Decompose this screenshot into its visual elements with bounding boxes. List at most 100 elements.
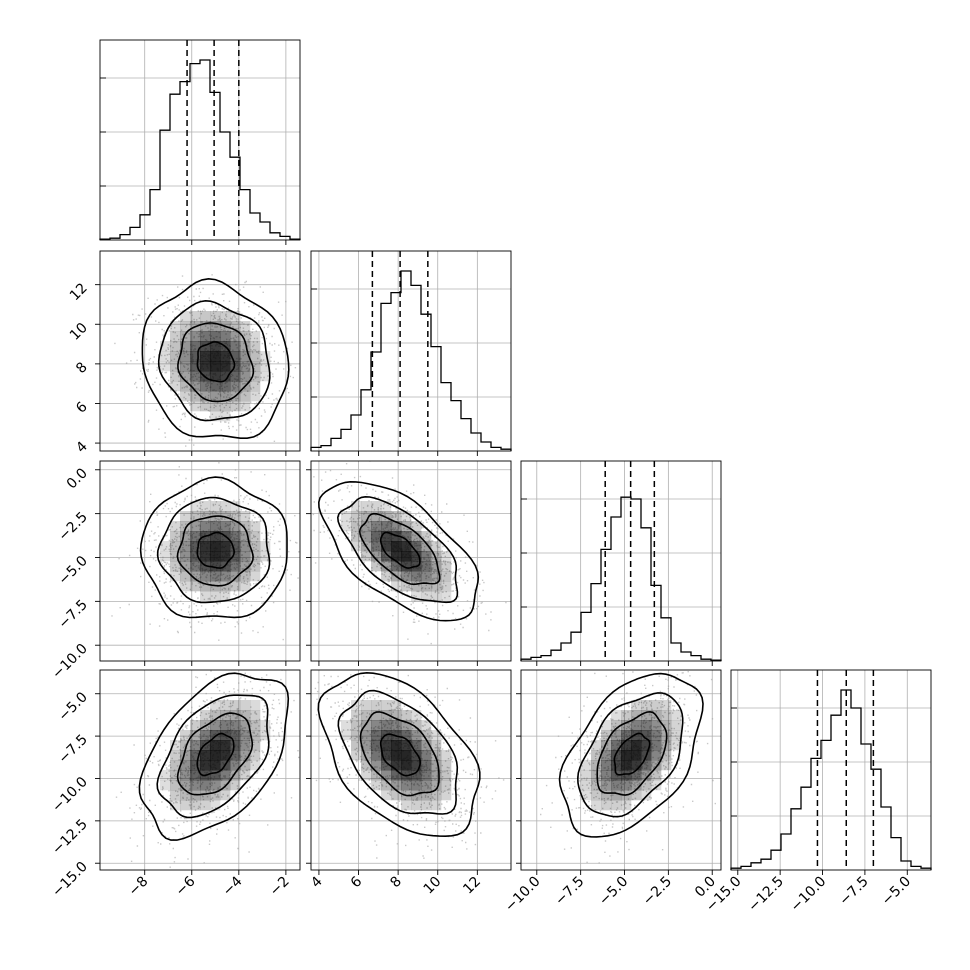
density-bin — [170, 541, 181, 552]
density-bin — [210, 381, 221, 392]
density-bin — [170, 561, 181, 572]
density-bin — [381, 511, 392, 522]
panel-frame — [520, 669, 722, 871]
y-tick-label: 4 — [73, 439, 91, 457]
density-bin — [210, 321, 221, 332]
density-bin — [180, 511, 191, 522]
density-bin — [651, 700, 662, 711]
y-tick-label: 8 — [73, 359, 91, 377]
panel-frame — [310, 460, 512, 662]
density-bin — [411, 591, 422, 602]
density-bin — [381, 561, 392, 572]
density-bin — [220, 710, 231, 721]
density-bin — [401, 581, 412, 592]
density-bin — [381, 710, 392, 721]
density-bin — [391, 760, 402, 771]
density-bin — [260, 730, 271, 741]
density-bin — [170, 571, 181, 582]
density-bin — [641, 730, 652, 741]
x-tick-label: 8 — [387, 874, 405, 892]
density-bin — [180, 561, 191, 572]
density-bin — [250, 521, 261, 532]
density-bin — [351, 521, 362, 532]
x-tick-label: −10.0 — [788, 874, 830, 916]
density-bin — [601, 780, 612, 791]
density-bin — [240, 770, 251, 781]
density-bin — [611, 710, 622, 721]
density-bin — [180, 541, 191, 552]
density-bin — [401, 720, 412, 731]
density-bin — [441, 581, 452, 592]
density-bin — [230, 371, 241, 382]
density-bin — [230, 581, 241, 592]
density-bin — [591, 760, 602, 771]
density-bin — [361, 710, 372, 721]
density-bin — [240, 700, 251, 711]
density-bin — [250, 710, 261, 721]
density-bin — [220, 740, 231, 751]
density-bin — [170, 361, 181, 372]
density-bin — [411, 581, 422, 592]
density-bin — [341, 720, 352, 731]
density-bin — [441, 591, 452, 602]
density-bin — [341, 511, 352, 522]
density-bin — [411, 760, 422, 771]
density-bin — [220, 750, 231, 761]
density-bin — [381, 740, 392, 751]
density-bin — [371, 531, 382, 542]
density-bin — [260, 551, 271, 562]
density-bin — [190, 551, 201, 562]
density-bin — [381, 790, 392, 801]
density-bin — [431, 750, 442, 761]
contour-line — [176, 712, 253, 796]
density-bin — [180, 581, 191, 592]
contour-line — [157, 299, 271, 422]
density-bin — [250, 391, 261, 402]
contour-line — [379, 531, 421, 569]
density-bin — [180, 351, 191, 362]
density-bin — [210, 710, 221, 721]
density-bin — [371, 700, 382, 711]
density-bin — [381, 700, 392, 711]
density-bin — [210, 501, 221, 512]
density-bin — [421, 740, 432, 751]
density-bin — [180, 311, 191, 322]
density-bin — [441, 750, 452, 761]
density-bin — [441, 790, 452, 801]
density-bin — [200, 800, 211, 811]
density-bin — [170, 531, 181, 542]
density-bin — [210, 571, 221, 582]
density-bin — [210, 311, 221, 322]
density-bin — [190, 720, 201, 731]
density-bin — [601, 760, 612, 771]
density-bin — [601, 790, 612, 801]
density-bin — [160, 541, 171, 552]
density-bin — [170, 321, 181, 332]
density-layer — [114, 274, 297, 447]
density-bin — [210, 411, 221, 422]
density-bin — [601, 730, 612, 741]
density-bin — [421, 800, 432, 811]
density-bin — [200, 361, 211, 372]
density-bin — [351, 501, 362, 512]
panel-2-1 — [306, 460, 512, 666]
scatter-points — [115, 670, 300, 868]
density-bin — [170, 740, 181, 751]
density-bin — [371, 760, 382, 771]
density-bin — [240, 760, 251, 771]
scatter-points — [314, 674, 505, 859]
x-tick-label: −2 — [267, 874, 293, 900]
density-bin — [200, 571, 211, 582]
density-bin — [250, 351, 261, 362]
density-bin — [190, 571, 201, 582]
density-bin — [611, 740, 622, 751]
density-bin — [220, 331, 231, 342]
density-bin — [581, 760, 592, 771]
density-bin — [200, 720, 211, 731]
density-bin — [381, 531, 392, 542]
density-bin — [210, 551, 221, 562]
density-bin — [381, 720, 392, 731]
density-bin — [170, 780, 181, 791]
panel-1-1 — [310, 250, 512, 456]
